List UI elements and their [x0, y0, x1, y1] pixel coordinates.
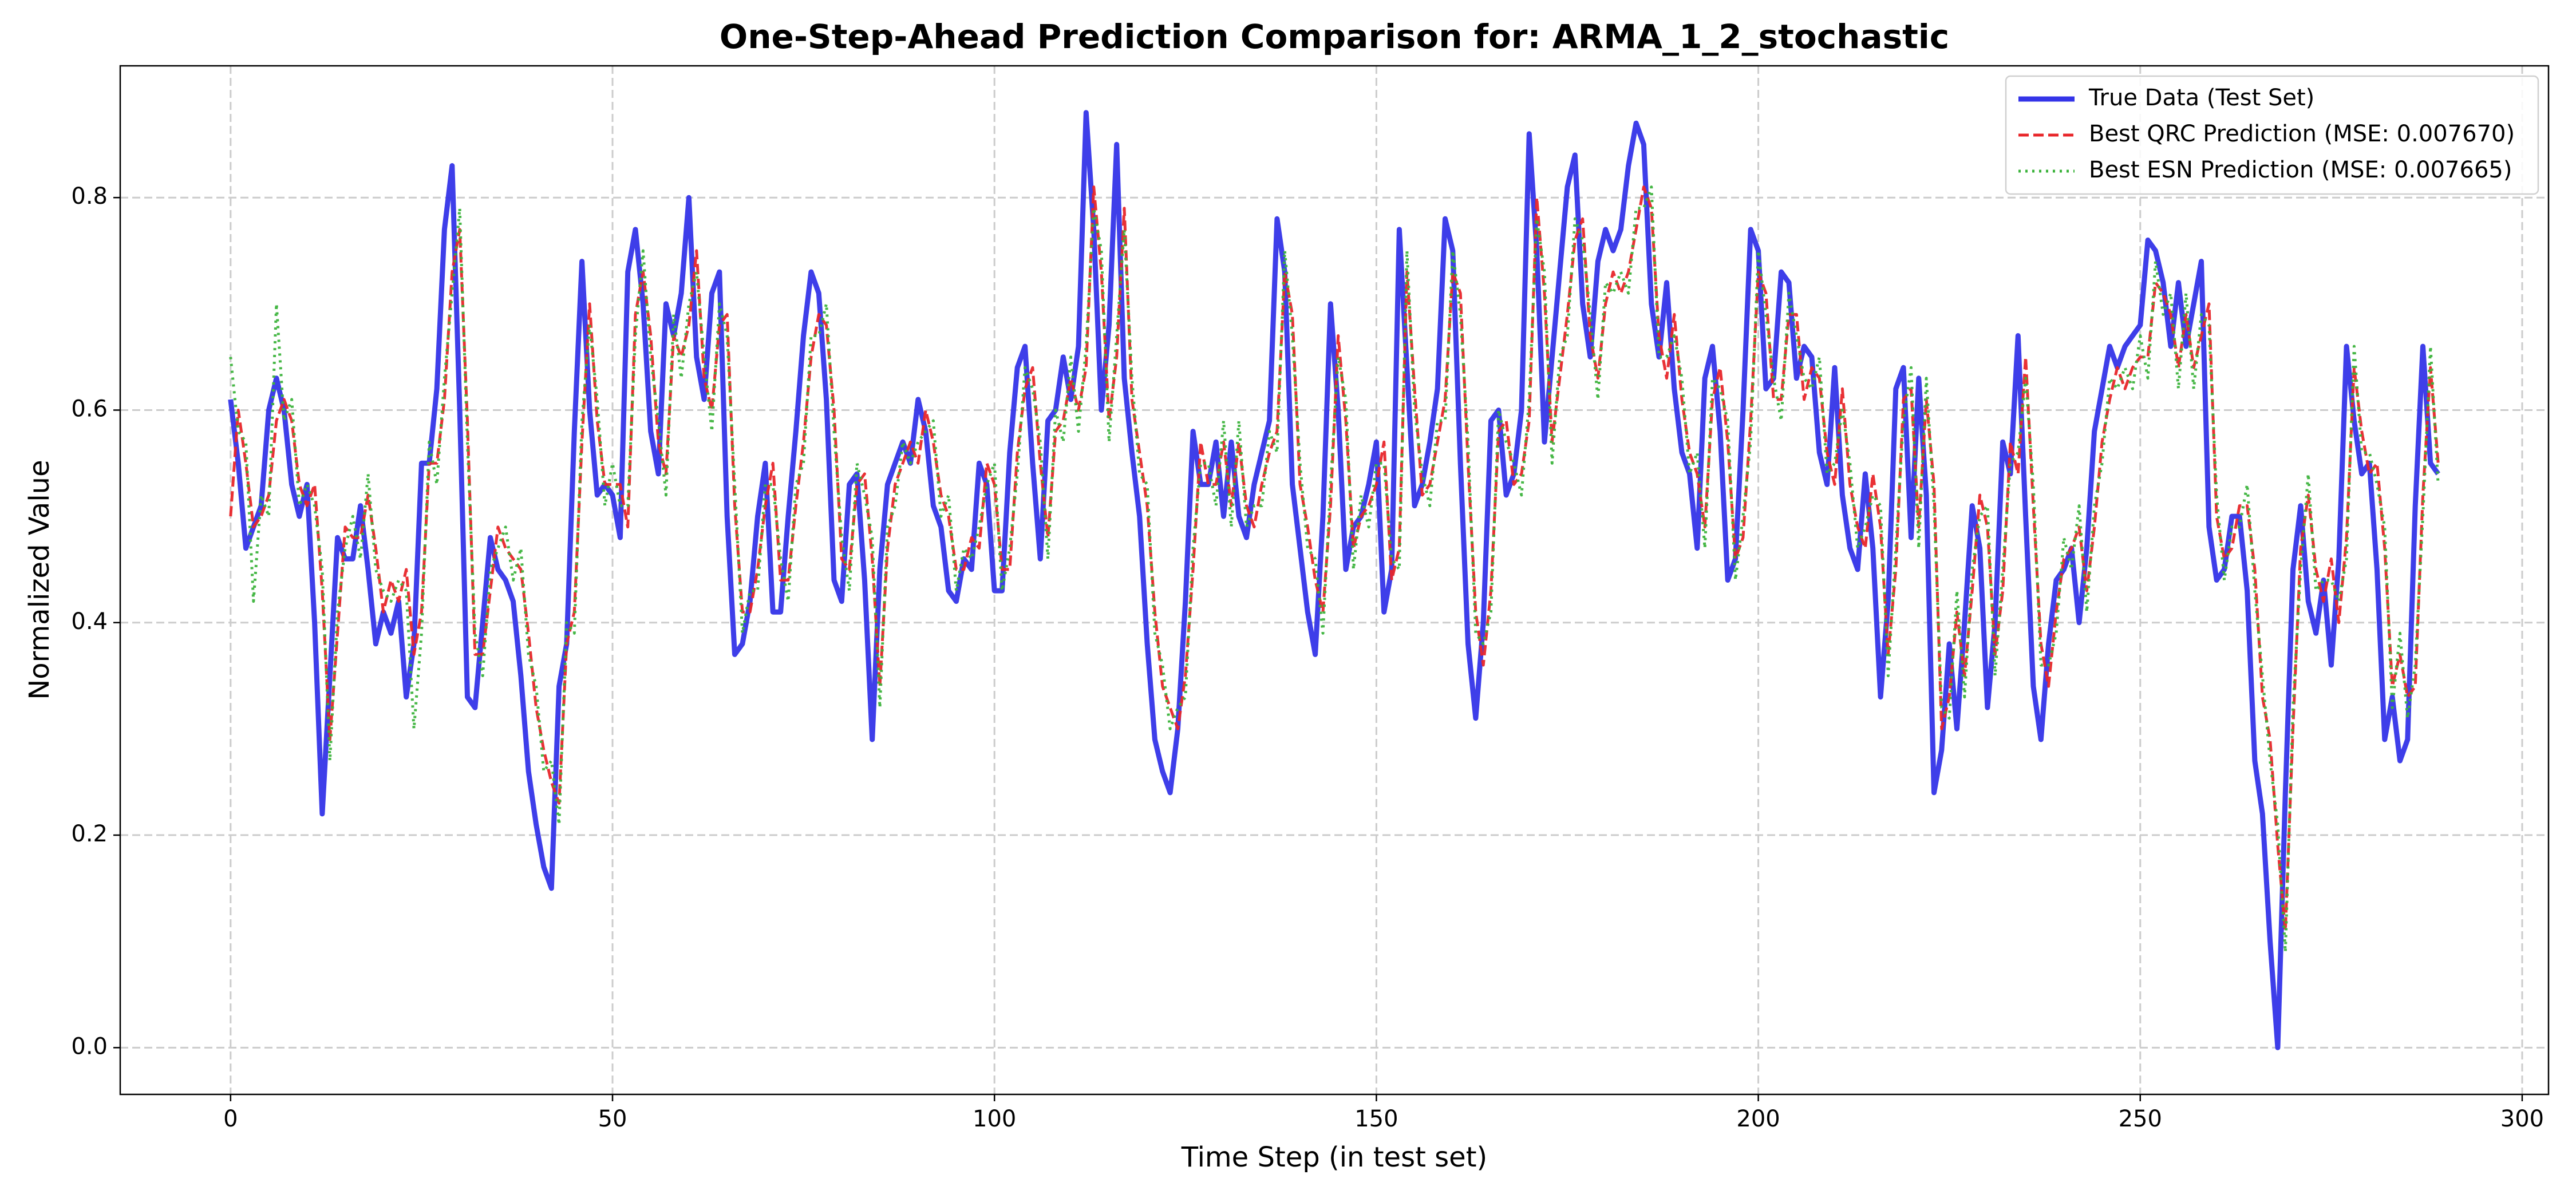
- y-tick-label: 0.8: [71, 183, 108, 209]
- x-tick-label: 100: [973, 1106, 1016, 1132]
- plot-frame: [119, 65, 2550, 1096]
- x-tick-label: 300: [2500, 1106, 2544, 1132]
- y-tick-label: 0.6: [71, 396, 108, 422]
- series-line: [228, 110, 2440, 1050]
- legend-label: Best QRC Prediction (MSE: 0.007670): [2089, 121, 2515, 147]
- legend-label: Best ESN Prediction (MSE: 0.007665): [2089, 157, 2512, 183]
- x-tick-label: 250: [2119, 1106, 2162, 1132]
- x-tick-label: 0: [223, 1106, 238, 1132]
- y-axis-label: Normalized Value: [23, 460, 56, 699]
- legend-box: [2005, 75, 2539, 195]
- chart-title: One-Step-Ahead Prediction Comparison for…: [720, 17, 1949, 56]
- series-line: [229, 185, 2440, 954]
- series-line: [229, 185, 2440, 932]
- y-tick-label: 0.4: [71, 608, 108, 635]
- x-axis-label: Time Step (in test set): [1181, 1141, 1488, 1173]
- legend-label: True Data (Test Set): [2088, 85, 2314, 111]
- x-tick-label: 50: [598, 1106, 627, 1132]
- y-tick-label: 0.0: [71, 1033, 108, 1059]
- y-tick-label: 0.2: [71, 821, 108, 847]
- x-tick-label: 200: [1736, 1106, 1780, 1132]
- x-tick-label: 150: [1354, 1106, 1398, 1132]
